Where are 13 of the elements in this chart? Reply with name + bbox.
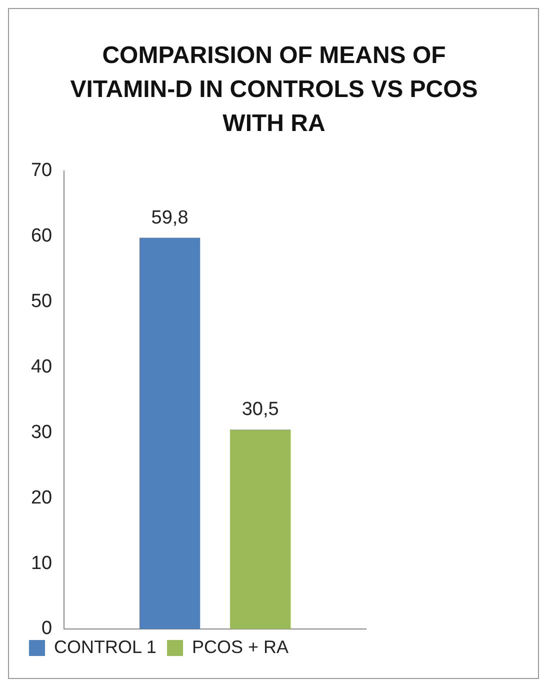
y-tick-label: 40	[30, 356, 52, 378]
y-tick-label: 20	[30, 487, 52, 508]
legend-label: CONTROL 1	[54, 636, 156, 657]
y-tick-label: 60	[30, 226, 52, 247]
y-tick-label: 30	[30, 422, 52, 443]
data-label: 30,5	[242, 399, 279, 420]
chart-title: COMPARISION OF MEANS OF VITAMIN-D IN CONTROLS VS PCOS WITH RA	[69, 41, 479, 139]
y-tick-label: 50	[30, 291, 52, 312]
y-tick-label: 70	[30, 160, 52, 182]
y-tick-label: 0	[42, 618, 52, 640]
legend-label: PCOS + RA	[192, 636, 289, 657]
y-tick-label: 10	[30, 552, 52, 574]
data-label: 59,8	[151, 207, 188, 228]
